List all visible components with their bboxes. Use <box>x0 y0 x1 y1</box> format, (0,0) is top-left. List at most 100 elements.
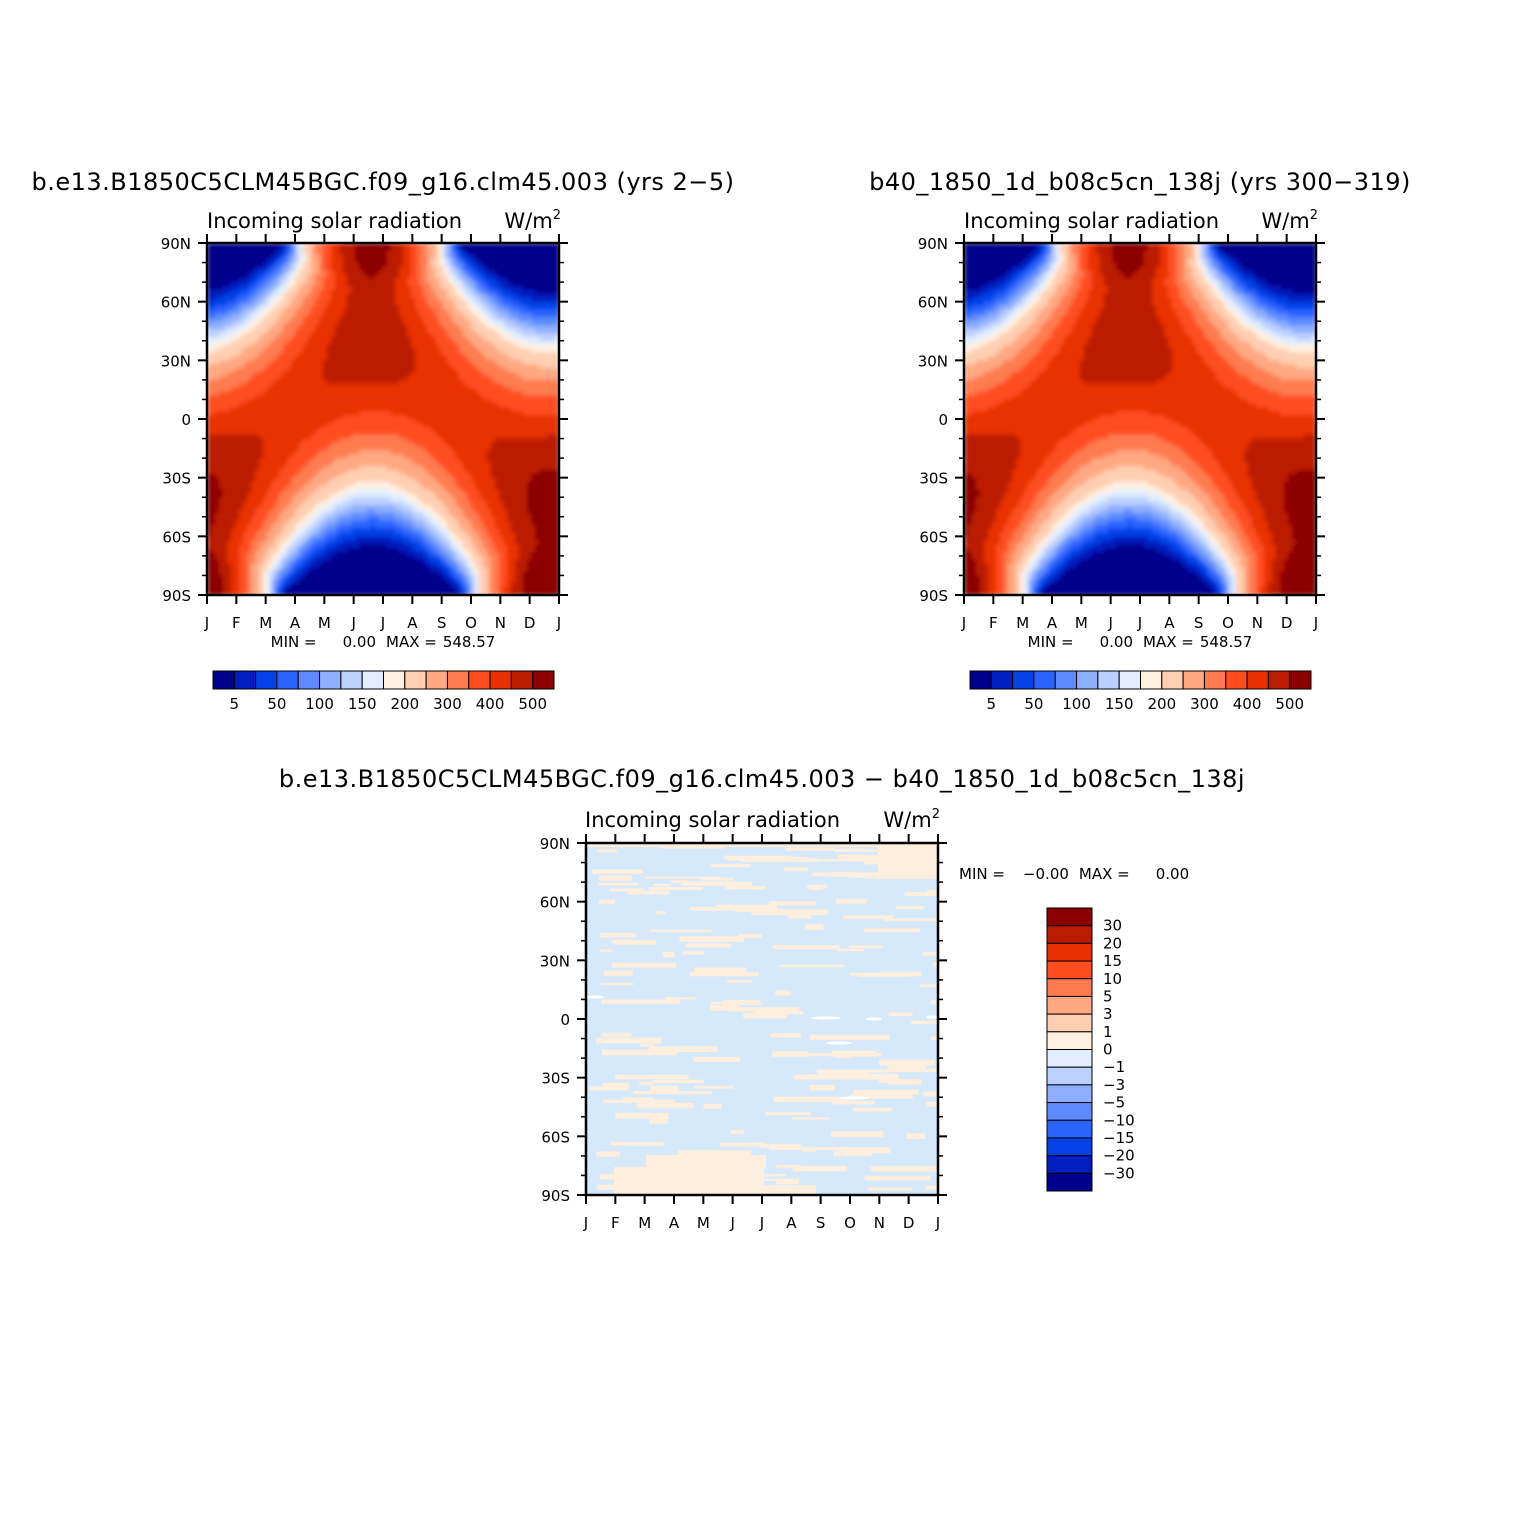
contour-cell <box>303 434 308 440</box>
contour-cell <box>375 270 380 275</box>
contour-cell <box>355 575 360 580</box>
contour-cell <box>291 544 296 549</box>
contour-cell <box>419 493 424 498</box>
contour-cell <box>395 434 400 440</box>
contour-cell <box>287 551 292 557</box>
contour-cell <box>331 426 336 432</box>
contour-cell <box>271 411 276 416</box>
contour-cell <box>419 317 424 322</box>
contour-cell <box>347 383 352 389</box>
contour-cell <box>207 481 212 487</box>
contour-cell <box>291 563 296 569</box>
contour-cell <box>327 375 332 381</box>
contour-cell <box>339 501 344 506</box>
contour-cell <box>343 430 348 436</box>
contour-cell <box>331 430 336 436</box>
contour-cell <box>259 473 264 479</box>
contour-cell <box>403 587 408 592</box>
contour-cell <box>279 309 284 314</box>
contour-cell <box>255 434 260 440</box>
contour-cell <box>343 458 348 463</box>
contour-cell <box>363 430 368 436</box>
contour-cell <box>211 250 216 256</box>
contour-cell <box>299 301 304 307</box>
contour-cell <box>315 430 320 436</box>
contour-cell <box>399 426 404 432</box>
contour-cell <box>427 250 432 256</box>
contour-cell <box>383 446 388 451</box>
contour-cell <box>287 430 292 436</box>
contour-cell <box>223 250 228 256</box>
contour-cell <box>303 325 308 330</box>
contour-cell <box>275 356 280 361</box>
contour-cell <box>299 442 304 447</box>
contour-cell <box>343 329 348 334</box>
contour-cell <box>347 246 352 252</box>
contour-cell <box>279 579 284 584</box>
contour-cell <box>251 243 256 248</box>
contour-cell <box>411 379 416 385</box>
contour-cell <box>395 286 400 291</box>
contour-cell <box>319 571 324 577</box>
contour-cell <box>363 344 368 350</box>
contour-cell <box>403 485 408 490</box>
contour-cell <box>327 532 332 537</box>
contour-cell <box>219 368 224 373</box>
contour-cell <box>207 321 212 326</box>
contour-cell <box>319 454 324 459</box>
contour-cell <box>295 356 300 361</box>
contour-cell <box>223 497 228 502</box>
contour-cell <box>323 489 328 494</box>
contour-cell <box>211 551 216 557</box>
contour-cell <box>323 301 328 307</box>
contour-cell <box>283 387 288 393</box>
contour-cell <box>427 387 432 393</box>
contour-cell <box>307 430 312 436</box>
contour-cell <box>339 329 344 334</box>
contour-cell <box>419 571 424 577</box>
contour-cell <box>211 348 216 354</box>
contour-cell <box>363 325 368 330</box>
contour-cell <box>207 348 212 354</box>
contour-cell <box>235 524 240 530</box>
contour-cell <box>375 450 380 455</box>
contour-cell <box>419 329 424 334</box>
contour-cell <box>291 481 296 487</box>
contour-cell <box>367 286 372 291</box>
contour-cell <box>235 465 240 471</box>
contour-cell <box>207 254 212 260</box>
contour-cell <box>407 372 412 377</box>
contour-cell <box>371 356 376 361</box>
contour-cell <box>307 375 312 381</box>
contour-cell <box>403 454 408 459</box>
contour-cell <box>367 270 372 275</box>
contour-cell <box>235 544 240 549</box>
contour-cell <box>423 481 428 487</box>
contour-cell <box>239 559 244 565</box>
contour-cell <box>411 583 416 588</box>
contour-cell <box>339 524 344 530</box>
contour-cell <box>235 289 240 295</box>
contour-cell <box>255 462 260 467</box>
contour-cell <box>335 352 340 358</box>
contour-cell <box>407 411 412 416</box>
contour-cell <box>391 403 396 408</box>
contour-cell <box>391 477 396 483</box>
contour-cell <box>423 497 428 502</box>
contour-cell <box>343 485 348 490</box>
contour-cell <box>311 250 316 256</box>
contour-cell <box>315 465 320 471</box>
contour-cell <box>239 493 244 498</box>
contour-cell <box>355 446 360 451</box>
contour-cell <box>243 485 248 490</box>
contour-cell <box>399 297 404 303</box>
contour-cell <box>415 536 420 541</box>
contour-cell <box>411 403 416 408</box>
contour-cell <box>307 344 312 350</box>
contour-cell <box>383 293 388 299</box>
contour-cell <box>263 274 268 279</box>
contour-cell <box>295 375 300 381</box>
contour-cell <box>251 587 256 592</box>
contour-cell <box>379 508 384 514</box>
contour-cell <box>223 489 228 494</box>
